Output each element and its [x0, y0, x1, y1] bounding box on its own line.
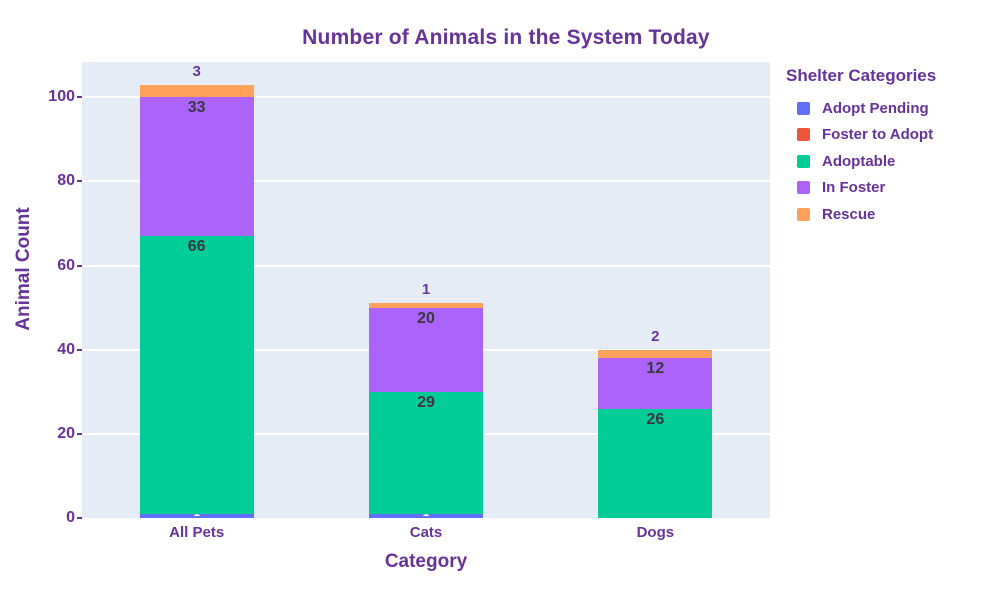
legend-item-label: Adoptable	[822, 152, 896, 170]
bar-segment-cats-rescue[interactable]	[369, 303, 483, 308]
gridline-y-100	[82, 96, 770, 99]
bar-segment-cats-in-foster[interactable]: 20	[369, 307, 483, 392]
legend-swatch-icon	[797, 128, 810, 142]
y-tick-label-100: 100	[48, 88, 75, 106]
bar-segment-all-pets-adopt-pending[interactable]: 1	[139, 513, 254, 518]
y-tick-label-0: 0	[66, 509, 75, 526]
legend-items: Adopt Pending Foster to Adopt Adoptable In …	[786, 95, 998, 228]
legend-item-rescue[interactable]: Rescue	[786, 201, 998, 228]
legend-item-label: In Foster	[822, 179, 886, 197]
y-tick-mark	[77, 348, 82, 351]
legend-item-label: Foster to Adopt	[822, 126, 934, 144]
y-tick-mark	[77, 180, 82, 183]
bar-segment-all-pets-in-foster[interactable]: 33	[139, 97, 254, 237]
y-tick-mark	[77, 264, 82, 267]
legend-item-foster-to-adopt[interactable]: Foster to Adopt	[786, 122, 998, 149]
bar-value-label-clipped: 1	[140, 514, 254, 518]
bar-value-label: 26	[646, 410, 665, 428]
legend-swatch-icon	[797, 154, 810, 168]
legend-item-adoptable[interactable]: Adoptable	[786, 148, 998, 175]
y-tick-label-80: 80	[57, 172, 75, 190]
legend-item-label: Rescue	[822, 205, 876, 223]
bar-segment-all-pets-rescue[interactable]	[139, 84, 254, 98]
bar-segment-all-pets-adoptable[interactable]: 66	[139, 236, 254, 514]
bar-value-label-clipped: 1	[369, 514, 483, 518]
bar-value-label-outside: 3	[192, 62, 201, 80]
y-tick-mark	[77, 432, 82, 435]
y-axis-title: Animal Count	[13, 207, 34, 331]
x-tick-label-all-pets: All Pets	[169, 524, 225, 541]
legend-item-label: Adopt Pending	[822, 99, 929, 117]
bar-segment-dogs-adoptable[interactable]: 26	[598, 408, 713, 518]
y-tick-mark	[77, 96, 82, 99]
bar-value-label: 29	[417, 393, 435, 411]
bar-value-label: 33	[187, 99, 206, 117]
bar-value-label-outside: 1	[421, 281, 431, 299]
legend-swatch-icon	[797, 181, 810, 195]
gridline-y-60	[82, 264, 770, 267]
bar-segment-dogs-rescue[interactable]	[598, 349, 713, 359]
chart-title: Number of Animals in the System Today	[302, 26, 710, 49]
legend-item-in-foster[interactable]: In Foster	[786, 175, 998, 202]
legend: Shelter Categories Adopt Pending Foster t…	[786, 66, 998, 228]
y-tick-mark	[77, 517, 82, 519]
legend-title: Shelter Categories	[786, 66, 937, 85]
bar-value-label-outside: 2	[651, 327, 660, 345]
x-tick-label-cats: Cats	[409, 524, 443, 541]
x-axis-title: Category	[384, 551, 468, 572]
legend-swatch-icon	[797, 207, 810, 221]
plot-area: 16633129202612	[82, 62, 770, 518]
bar-segment-cats-adopt-pending[interactable]: 1	[369, 513, 483, 518]
legend-swatch-icon	[797, 101, 810, 115]
bar-value-label: 20	[417, 309, 435, 327]
x-tick-label-dogs: Dogs	[636, 524, 675, 541]
bar-segment-cats-adoptable[interactable]: 29	[369, 391, 483, 514]
y-tick-label-40: 40	[57, 340, 75, 358]
gridline-y-80	[82, 180, 770, 183]
y-tick-label-20: 20	[57, 424, 75, 442]
bar-segment-dogs-in-foster[interactable]: 12	[598, 358, 713, 409]
legend-item-adopt-pending[interactable]: Adopt Pending	[786, 95, 998, 122]
y-tick-label-60: 60	[57, 256, 75, 274]
bar-value-label: 12	[646, 360, 665, 378]
bar-value-label: 66	[187, 238, 206, 256]
